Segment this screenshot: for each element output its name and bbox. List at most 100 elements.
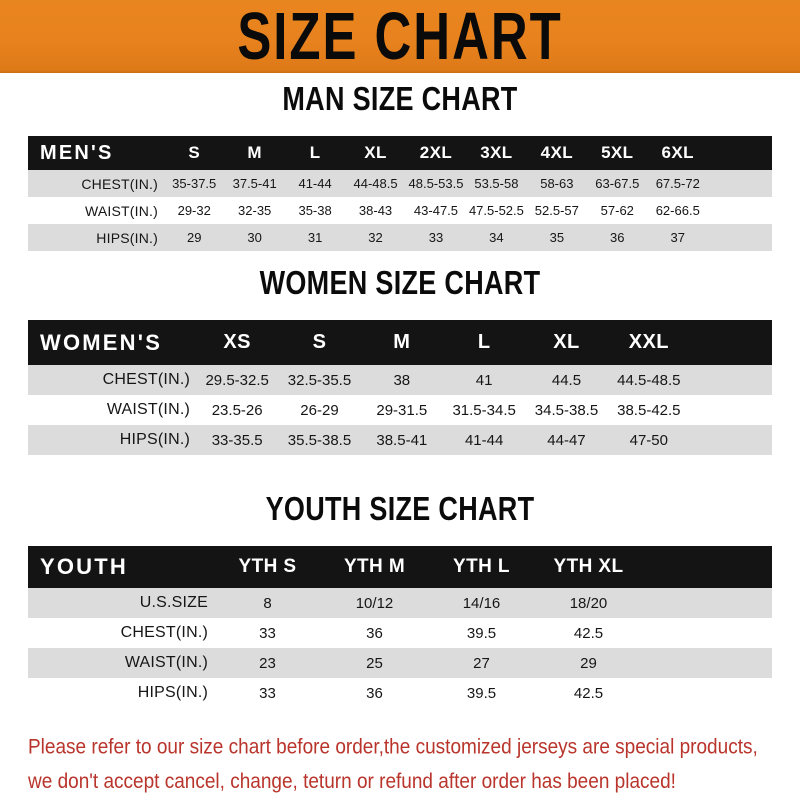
women-hips-xxl: 47-50 <box>629 431 668 449</box>
table-row: WAIST(IN.) 29-32 32-35 35-38 38-43 43-47… <box>28 197 772 224</box>
men-row-label-chest: CHEST(IN.) <box>81 175 158 192</box>
women-chest-xs: 29.5-32.5 <box>205 371 269 389</box>
men-waist-5xl: 57-62 <box>600 203 634 218</box>
banner: SIZE CHART <box>0 0 800 73</box>
youth-chest-s: 33 <box>259 624 276 642</box>
men-waist-6xl: 62-66.5 <box>655 203 700 218</box>
men-chest-5xl: 63-67.5 <box>595 176 640 191</box>
youth-row-label-chest: CHEST(IN.) <box>120 624 208 641</box>
women-col-s: S <box>312 331 327 353</box>
youth-hips-xl: 42.5 <box>573 684 604 702</box>
footer-disclaimer: Please refer to our size chart before or… <box>28 730 778 799</box>
table-row: HIPS(IN.) 29 30 31 32 33 34 35 36 37 <box>28 224 772 251</box>
men-header-row: MEN'S S M L XL 2XL 3XL 4XL 5XL 6XL <box>28 136 772 170</box>
men-waist-xl: 38-43 <box>358 203 393 218</box>
women-waist-xxl: 38.5-42.5 <box>617 401 681 419</box>
youth-col-yth-m: YTH M <box>343 556 406 577</box>
men-size-table: MEN'S S M L XL 2XL 3XL 4XL 5XL 6XL CHEST… <box>28 136 772 251</box>
women-hips-l: 41-44 <box>464 431 504 449</box>
women-waist-s: 26-29 <box>300 401 339 419</box>
men-row-label-hips: HIPS(IN.) <box>96 229 158 246</box>
men-chest-2xl: 48.5-53.5 <box>408 176 464 191</box>
men-col-m: M <box>247 143 262 162</box>
women-header-label: WOMEN'S <box>40 329 163 355</box>
men-col-4xl: 4XL <box>540 143 574 162</box>
youth-ussize-filler <box>642 588 772 618</box>
men-header-label: MEN'S <box>40 141 114 164</box>
men-col-6xl: 6XL <box>661 143 694 162</box>
women-waist-m: 29-31.5 <box>376 401 428 419</box>
men-waist-m: 32-35 <box>238 203 272 218</box>
youth-table-body: U.S.SIZE 8 10/12 14/16 18/20 CHEST(IN.) … <box>28 588 772 708</box>
youth-col-yth-xl: YTH XL <box>553 556 624 577</box>
men-chest-l: 41-44 <box>298 176 332 191</box>
table-row: U.S.SIZE 8 10/12 14/16 18/20 <box>28 588 772 618</box>
women-chest-xxl: 44.5-48.5 <box>617 371 681 389</box>
women-size-table: WOMEN'S XS S M L XL XXL CHEST(IN.) 29.5-… <box>28 320 772 455</box>
men-chest-filler <box>708 170 772 197</box>
men-waist-l: 35-38 <box>298 203 332 218</box>
youth-header-row: YOUTH YTH S YTH M YTH L YTH XL <box>28 546 772 588</box>
men-table-body: CHEST(IN.) 35-37.5 37.5-41 41-44 44-48.5… <box>28 170 772 251</box>
men-col-3xl: 3XL <box>480 143 513 162</box>
men-hips-4xl: 35 <box>549 230 565 245</box>
women-header-row: WOMEN'S XS S M L XL XXL <box>28 320 772 365</box>
women-hips-xs: 33-35.5 <box>211 431 263 449</box>
youth-ussize-s: 8 <box>263 594 272 612</box>
youth-chest-m: 36 <box>366 624 383 642</box>
women-col-xl: XL <box>553 331 580 353</box>
footer-line-1: Please refer to our size chart before or… <box>28 735 758 760</box>
men-chest-m: 37.5-41 <box>232 176 277 191</box>
women-col-l: L <box>477 331 491 353</box>
women-chest-s: 32.5-35.5 <box>287 371 352 389</box>
men-col-s: S <box>188 143 201 162</box>
men-hips-3xl: 34 <box>489 230 504 245</box>
men-hips-5xl: 36 <box>610 230 625 245</box>
youth-chest-l: 39.5 <box>466 624 497 642</box>
men-chest-3xl: 53.5-58 <box>474 176 519 191</box>
youth-hips-m: 36 <box>366 684 383 702</box>
youth-row-label-ussize: U.S.SIZE <box>139 594 208 611</box>
women-waist-xl: 34.5-38.5 <box>534 401 599 419</box>
men-waist-3xl: 47.5-52.5 <box>468 203 524 218</box>
men-table-head: MEN'S S M L XL 2XL 3XL 4XL 5XL 6XL <box>28 136 772 170</box>
women-row-label-waist: WAIST(IN.) <box>106 401 190 418</box>
youth-col-yth-l: YTH L <box>453 556 510 577</box>
men-hips-l: 31 <box>307 230 323 245</box>
youth-section-title: YOUTH SIZE CHART <box>265 490 535 528</box>
women-row-label-chest: CHEST(IN.) <box>102 371 190 388</box>
men-chest-xl: 44-48.5 <box>353 176 398 191</box>
youth-chest-xl: 42.5 <box>573 624 604 642</box>
men-chest-s: 35-37.5 <box>172 176 217 191</box>
table-row: CHEST(IN.) 35-37.5 37.5-41 41-44 44-48.5… <box>28 170 772 197</box>
youth-waist-xl: 29 <box>580 654 597 672</box>
youth-ussize-m: 10/12 <box>355 594 394 612</box>
women-col-filler <box>690 320 772 365</box>
women-col-m: M <box>393 331 411 353</box>
men-hips-xl: 32 <box>368 230 383 245</box>
youth-table-head: YOUTH YTH S YTH M YTH L YTH XL <box>28 546 772 588</box>
men-waist-2xl: 43-47.5 <box>413 203 459 218</box>
youth-waist-m: 25 <box>366 654 383 672</box>
men-chest-4xl: 58-63 <box>540 176 574 191</box>
men-row-label-waist: WAIST(IN.) <box>84 202 158 219</box>
men-waist-s: 29-32 <box>177 203 211 218</box>
youth-hips-s: 33 <box>259 684 276 702</box>
women-chest-xl: 44.5 <box>551 371 582 389</box>
women-hips-s: 35.5-38.5 <box>287 431 352 449</box>
women-table-head: WOMEN'S XS S M L XL XXL <box>28 320 772 365</box>
men-hips-2xl: 33 <box>428 230 444 245</box>
women-hips-filler <box>690 425 772 455</box>
youth-hips-l: 39.5 <box>466 684 497 702</box>
banner-title: SIZE CHART <box>237 0 563 73</box>
youth-size-table: YOUTH YTH S YTH M YTH L YTH XL U.S.SIZE … <box>28 546 772 708</box>
youth-chest-filler <box>642 618 772 648</box>
youth-header-label: YOUTH <box>40 554 128 579</box>
youth-waist-s: 23 <box>259 654 276 672</box>
women-hips-m: 38.5-41 <box>376 431 428 449</box>
women-waist-xs: 23.5-26 <box>211 401 263 419</box>
women-chest-l: 41 <box>475 371 493 389</box>
youth-ussize-xl: 18/20 <box>569 594 608 612</box>
women-chest-m: 38 <box>393 371 411 389</box>
man-section-title: MAN SIZE CHART <box>282 80 518 118</box>
